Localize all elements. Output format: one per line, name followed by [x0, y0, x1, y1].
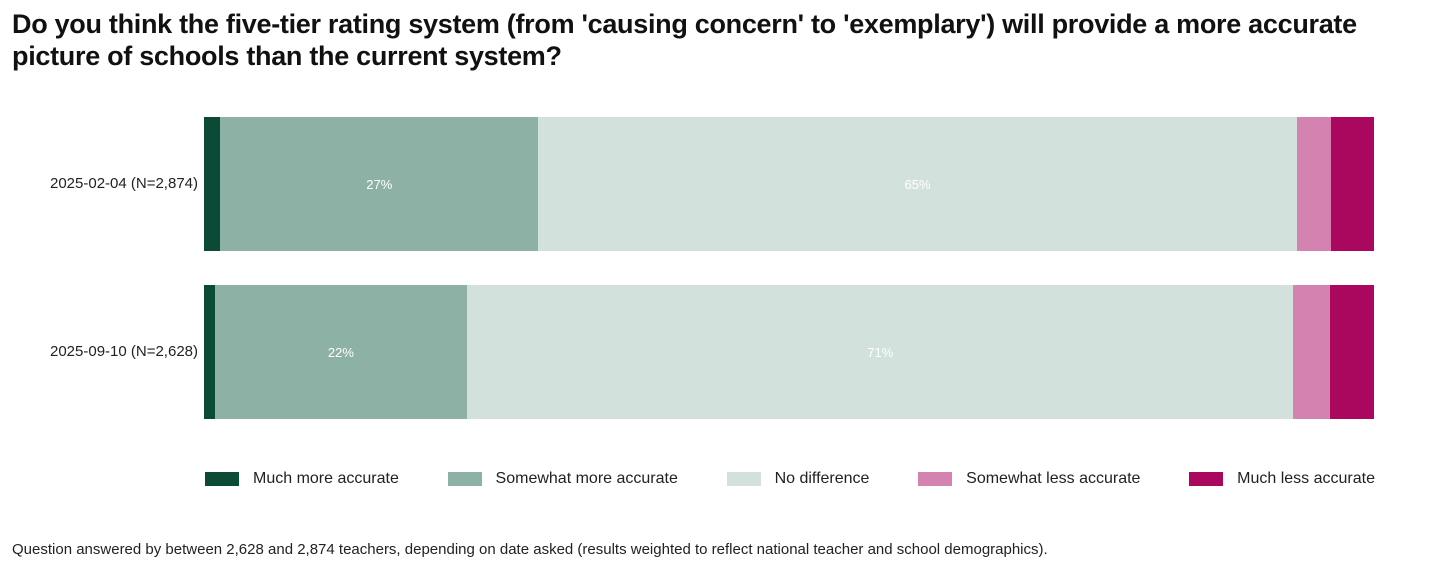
bar-segment: [1329, 285, 1374, 419]
legend-item: Somewhat less accurate: [918, 470, 1140, 488]
bar-segment: 27%: [220, 117, 539, 251]
chart-title: Do you think the five-tier rating system…: [12, 9, 1357, 71]
bar-segment: 22%: [214, 285, 468, 419]
data-label: 71%: [867, 344, 894, 360]
bar-segment: [1293, 285, 1330, 419]
legend-label: Much less accurate: [1237, 470, 1375, 487]
data-label: 22%: [327, 344, 354, 360]
legend-swatch: [205, 472, 239, 486]
legend: Much more accurate Somewhat more accurate…: [205, 470, 1375, 488]
legend-swatch: [726, 472, 761, 486]
row-label: 2025-02-04 (N=2,874): [49, 175, 198, 192]
legend-swatch: [1189, 472, 1224, 486]
legend-swatch: [447, 472, 482, 486]
bar-segment: 71%: [467, 285, 1294, 419]
bar-segment: [204, 117, 221, 251]
bar-segment: 65%: [538, 117, 1297, 251]
legend-label: Much more accurate: [253, 470, 399, 487]
bar-segment: [204, 285, 215, 419]
bar-segment: [1296, 117, 1331, 251]
data-label: 65%: [904, 176, 931, 192]
legend-item: Somewhat more accurate: [447, 470, 678, 488]
legend-item: No difference: [726, 470, 870, 488]
row-label: 2025-09-10 (N=2,628): [49, 343, 198, 360]
legend-label: Somewhat less accurate: [966, 470, 1141, 487]
legend-item: Much more accurate: [205, 470, 399, 488]
bar-segment: [1330, 117, 1374, 251]
legend-swatch: [918, 472, 953, 486]
legend-item: Much less accurate: [1189, 470, 1375, 488]
legend-label: No difference: [774, 470, 870, 487]
legend-label: Somewhat more accurate: [495, 470, 678, 487]
data-label: 27%: [366, 176, 393, 192]
footnote: Question answered by between 2,628 and 2…: [12, 541, 1048, 558]
